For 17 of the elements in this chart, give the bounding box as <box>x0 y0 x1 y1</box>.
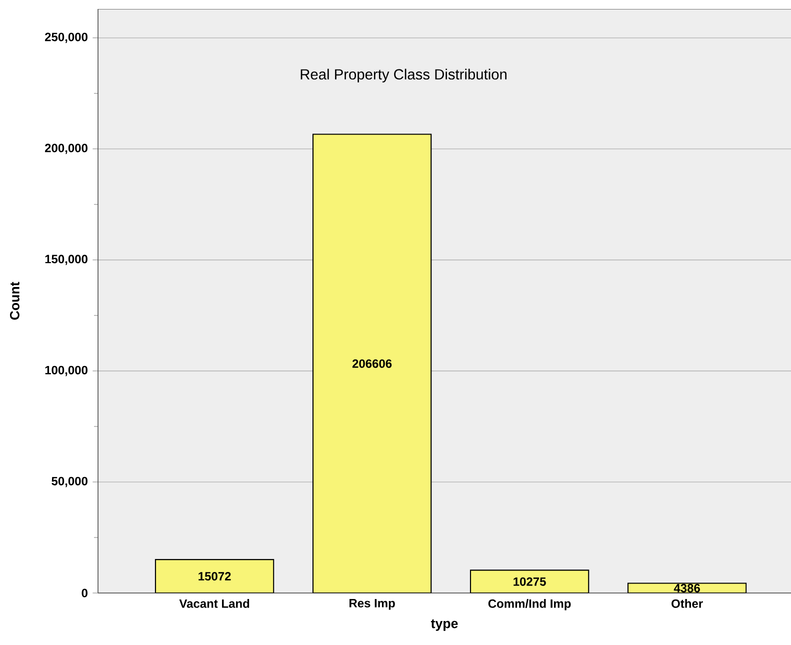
data-label: 10275 <box>514 577 546 586</box>
data-label: 4386 <box>674 584 700 592</box>
y-tick-label: 0 <box>82 588 88 598</box>
y-tick-label: 150,000 <box>45 254 88 266</box>
x-axis-title: type <box>430 619 458 631</box>
y-tick-label: 250,000 <box>44 32 88 43</box>
data-label: 206606 <box>352 359 392 368</box>
text: Real Property Class Distribution <box>300 68 506 82</box>
y-axis-title: Count <box>10 282 20 320</box>
y-tick-label: 200,000 <box>44 144 88 154</box>
x-tick-label: Other <box>672 599 703 608</box>
x-tick-label: Comm/Ind Imp <box>488 599 571 610</box>
x-tick-label: Vacant Land <box>179 599 250 608</box>
data-label: 15072 <box>198 572 231 581</box>
y-tick-label: 50,000 <box>52 476 88 488</box>
x-tick-label: Res Imp <box>350 599 395 610</box>
y-tick-label: 100,000 <box>45 366 88 376</box>
